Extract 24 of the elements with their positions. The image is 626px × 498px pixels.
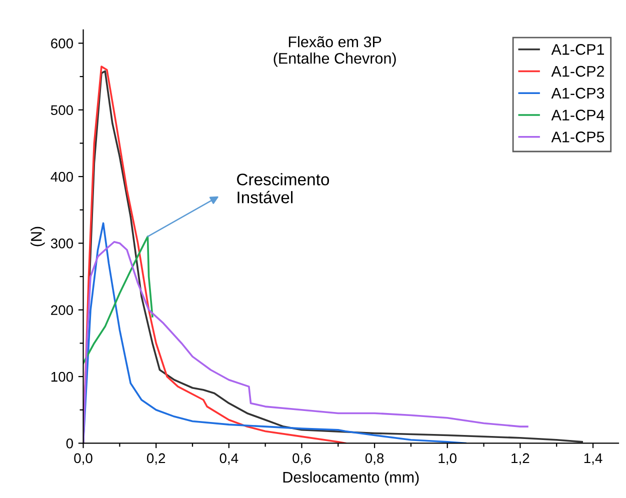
y-tick-label: 100 xyxy=(51,372,73,382)
y-tick-label: 300 xyxy=(50,238,73,248)
y-axis-title: (N) xyxy=(30,226,45,246)
text: Flexão em 3P (Entalhe Chevron) xyxy=(274,36,396,67)
legend-label: A1-CP5 xyxy=(551,132,604,142)
x-tick-label: 0,0 xyxy=(74,453,92,465)
y-tick-label: 500 xyxy=(50,105,73,116)
x-tick-label: 1,0 xyxy=(438,453,456,465)
x-tick-label: 0,2 xyxy=(146,453,166,465)
x-tick-label: 1,4 xyxy=(584,453,602,465)
legend-label: A1-CP1 xyxy=(551,44,604,55)
y-tick-label: 400 xyxy=(50,172,73,182)
x-tick-label: 1,2 xyxy=(512,453,530,465)
legend-label: A1-CP2 xyxy=(551,66,604,77)
x-axis-title: Deslocamento (mm) xyxy=(283,471,419,486)
y-tick-label: 600 xyxy=(51,38,73,48)
y-tick-label: 0 xyxy=(66,438,73,448)
x-tick-label: 0,4 xyxy=(220,453,238,465)
legend-label: A1-CP3 xyxy=(551,88,604,99)
x-tick-label: 0,8 xyxy=(365,453,384,465)
annotation: Crescimento Instável xyxy=(237,173,330,204)
y-tick-label: 200 xyxy=(51,305,73,316)
legend-label: A1-CP4 xyxy=(551,110,604,120)
x-tick-label: 0,6 xyxy=(292,453,311,465)
